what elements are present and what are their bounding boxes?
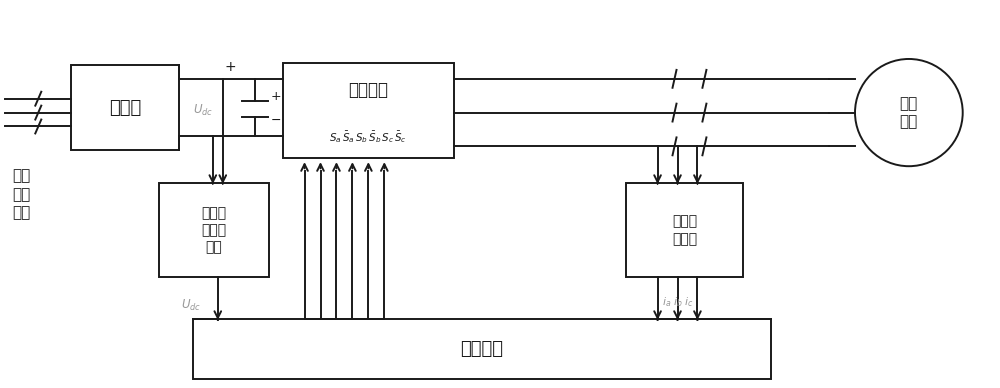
Text: $i_a\;i_b\;i_c$: $i_a\;i_b\;i_c$ [662,295,693,309]
Bar [159,183,269,277]
Bar [283,63,454,158]
Text: 电流采
样单元: 电流采 样单元 [672,215,697,246]
Text: $U_{dc}$: $U_{dc}$ [181,298,201,313]
Bar [626,183,743,277]
Text: $S_a\,\bar{S}_a\,S_b\,\bar{S}_b\,S_c\,\bar{S}_c$: $S_a\,\bar{S}_a\,S_b\,\bar{S}_b\,S_c\,\b… [329,129,407,145]
Text: 母线电
压采样
单元: 母线电 压采样 单元 [201,206,226,255]
Text: 整流桥: 整流桥 [109,99,141,117]
Text: +: + [271,90,281,103]
Text: 逆变单元: 逆变单元 [348,81,388,99]
Text: $U_{dc}$: $U_{dc}$ [193,103,213,118]
Text: −: − [271,114,281,127]
Text: +: + [225,60,237,74]
Bar [71,65,179,150]
Text: 同步
电机: 同步 电机 [900,96,918,129]
Text: 控制单元: 控制单元 [461,340,504,358]
Bar [193,319,771,379]
Text: 三相
交流
电源: 三相 交流 电源 [12,168,30,220]
